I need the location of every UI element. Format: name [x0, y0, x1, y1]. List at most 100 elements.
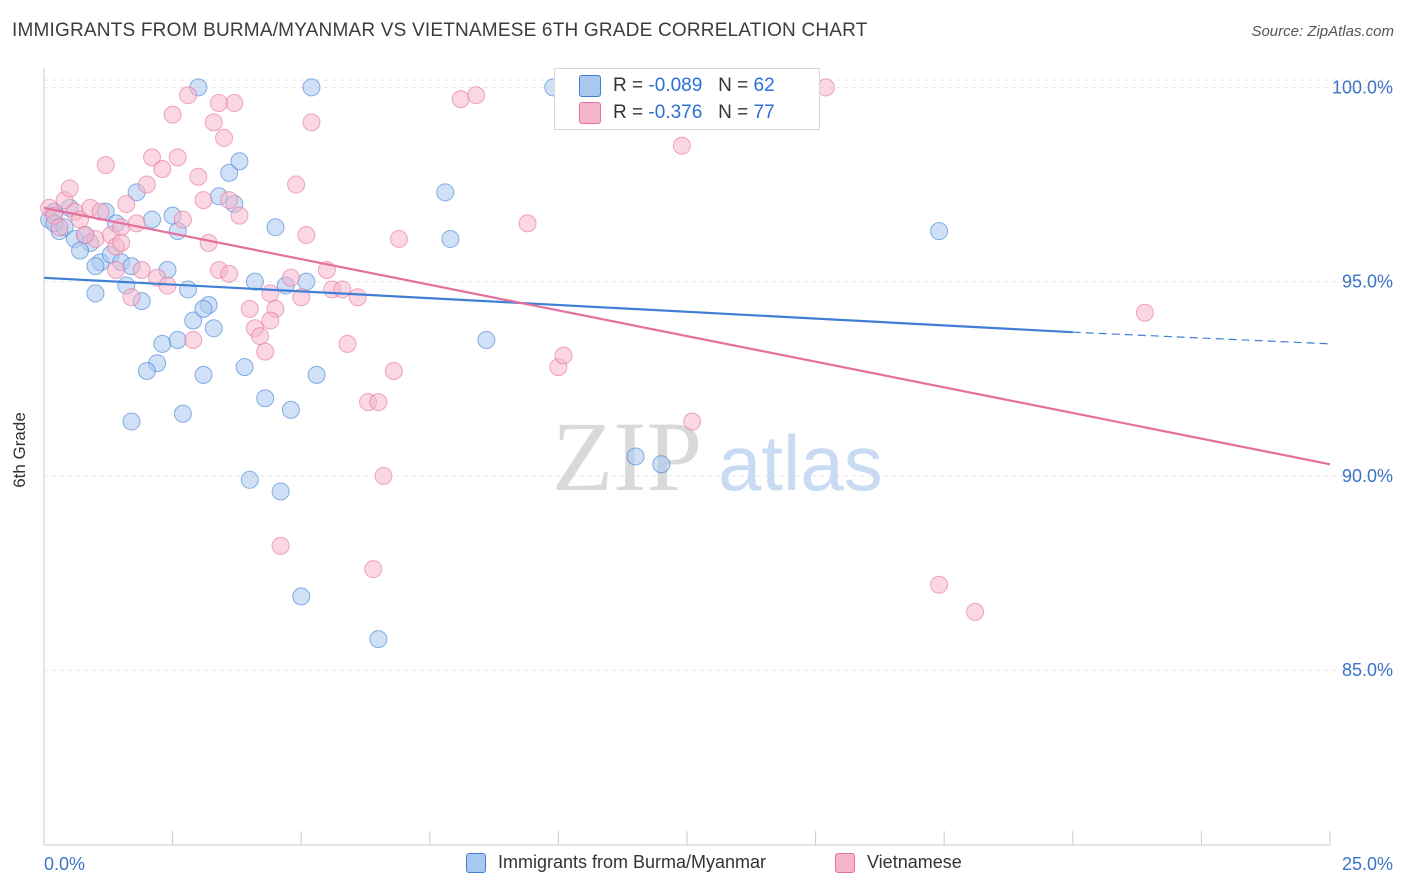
point-burma — [652, 455, 671, 474]
point-burma — [86, 284, 105, 303]
point-burma — [235, 358, 254, 377]
point-burma — [441, 229, 460, 248]
trend-line-burma — [43, 276, 1073, 334]
point-vietnamese — [76, 226, 95, 245]
point-vietnamese — [369, 393, 388, 412]
point-vietnamese — [256, 342, 275, 361]
point-burma — [930, 222, 949, 241]
point-burma — [179, 280, 198, 299]
point-vietnamese — [672, 136, 691, 155]
point-burma — [292, 587, 311, 606]
chart-title: IMMIGRANTS FROM BURMA/MYANMAR VS VIETNAM… — [12, 20, 868, 41]
y-tick-label: 100.0% — [1332, 77, 1393, 97]
point-burma — [245, 272, 264, 291]
point-vietnamese — [292, 288, 311, 307]
point-vietnamese — [209, 93, 228, 112]
point-vietnamese — [364, 560, 383, 579]
point-vietnamese — [189, 167, 208, 186]
watermark-atlas: atlas — [718, 419, 883, 507]
legend-item-burma[interactable]: Immigrants from Burma/Myanmar — [466, 852, 766, 873]
point-burma — [168, 330, 187, 349]
point-vietnamese — [281, 268, 300, 287]
stats-box: R = -0.089 N = 62 R = -0.376 N = 77 — [554, 68, 820, 130]
n-label: N = — [718, 102, 749, 123]
point-vietnamese — [184, 330, 203, 349]
watermark: ZIP atlas — [552, 401, 883, 512]
point-vietnamese — [240, 299, 259, 318]
point-vietnamese — [168, 148, 187, 167]
point-vietnamese — [333, 280, 352, 299]
point-vietnamese — [451, 90, 470, 109]
legend-label-vietnamese: Vietnamese — [867, 852, 962, 872]
point-vietnamese — [271, 536, 290, 555]
point-vietnamese — [60, 179, 79, 198]
point-vietnamese — [179, 86, 198, 105]
point-burma — [220, 163, 239, 182]
n-value: 62 — [753, 75, 775, 96]
point-vietnamese — [297, 226, 316, 245]
axes — [43, 68, 1331, 846]
point-vietnamese — [302, 113, 321, 132]
point-burma — [369, 630, 388, 649]
trend-lines — [43, 206, 1331, 466]
point-vietnamese — [153, 160, 172, 179]
point-burma — [307, 365, 326, 384]
r-label: R = — [613, 102, 644, 123]
stats-row-vietnamese: R = -0.376 N = 77 — [579, 100, 775, 126]
point-burma — [281, 400, 300, 419]
y-tick-label: 95.0% — [1342, 272, 1393, 292]
data-points — [40, 78, 1154, 649]
point-vietnamese — [251, 327, 270, 346]
point-burma — [173, 404, 192, 423]
legend-swatch-burma — [466, 852, 486, 873]
point-vietnamese — [143, 148, 162, 167]
point-vietnamese — [107, 261, 126, 280]
point-vietnamese — [204, 113, 223, 132]
trend-line-burma-extension — [1072, 331, 1331, 345]
x-tick-label: 0.0% — [44, 854, 85, 874]
point-burma — [122, 412, 141, 431]
point-burma — [86, 257, 105, 276]
point-burma — [184, 311, 203, 330]
point-vietnamese — [683, 412, 702, 431]
point-vietnamese — [518, 214, 537, 233]
point-vietnamese — [348, 288, 367, 307]
point-vietnamese — [287, 175, 306, 194]
point-vietnamese — [220, 264, 239, 283]
point-vietnamese — [966, 602, 985, 621]
point-vietnamese — [389, 229, 408, 248]
point-vietnamese — [117, 194, 136, 213]
legend: Immigrants from Burma/Myanmar Vietnamese — [0, 852, 1406, 878]
y-tick-label: 90.0% — [1342, 466, 1393, 486]
point-vietnamese — [132, 261, 151, 280]
point-burma — [271, 482, 290, 501]
point-burma — [436, 183, 455, 202]
point-burma — [153, 334, 172, 353]
point-burma — [71, 241, 90, 260]
point-burma — [256, 389, 275, 408]
point-burma — [297, 272, 316, 291]
point-burma — [477, 330, 496, 349]
point-vietnamese — [1135, 303, 1154, 322]
stats-row-burma: R = -0.089 N = 62 — [579, 73, 775, 99]
trend-line-vietnamese — [43, 206, 1331, 466]
legend-swatch-vietnamese — [835, 852, 855, 873]
point-vietnamese — [261, 311, 280, 330]
y-tick-label: 85.0% — [1342, 660, 1393, 680]
point-burma — [302, 78, 321, 97]
point-burma — [230, 152, 249, 171]
point-vietnamese — [127, 214, 146, 233]
r-label: R = — [613, 75, 644, 96]
point-vietnamese — [220, 191, 239, 210]
point-burma — [204, 319, 223, 338]
point-vietnamese — [230, 206, 249, 225]
r-value: -0.089 — [648, 75, 703, 96]
point-vietnamese — [96, 156, 115, 175]
tick-labels: 100.0% 95.0% 90.0% 85.0% 0.0% 25.0% — [44, 77, 1393, 874]
point-burma — [137, 362, 156, 381]
point-vietnamese — [338, 334, 357, 353]
point-burma — [240, 470, 259, 489]
legend-item-vietnamese[interactable]: Vietnamese — [835, 852, 962, 873]
point-vietnamese — [384, 362, 403, 381]
